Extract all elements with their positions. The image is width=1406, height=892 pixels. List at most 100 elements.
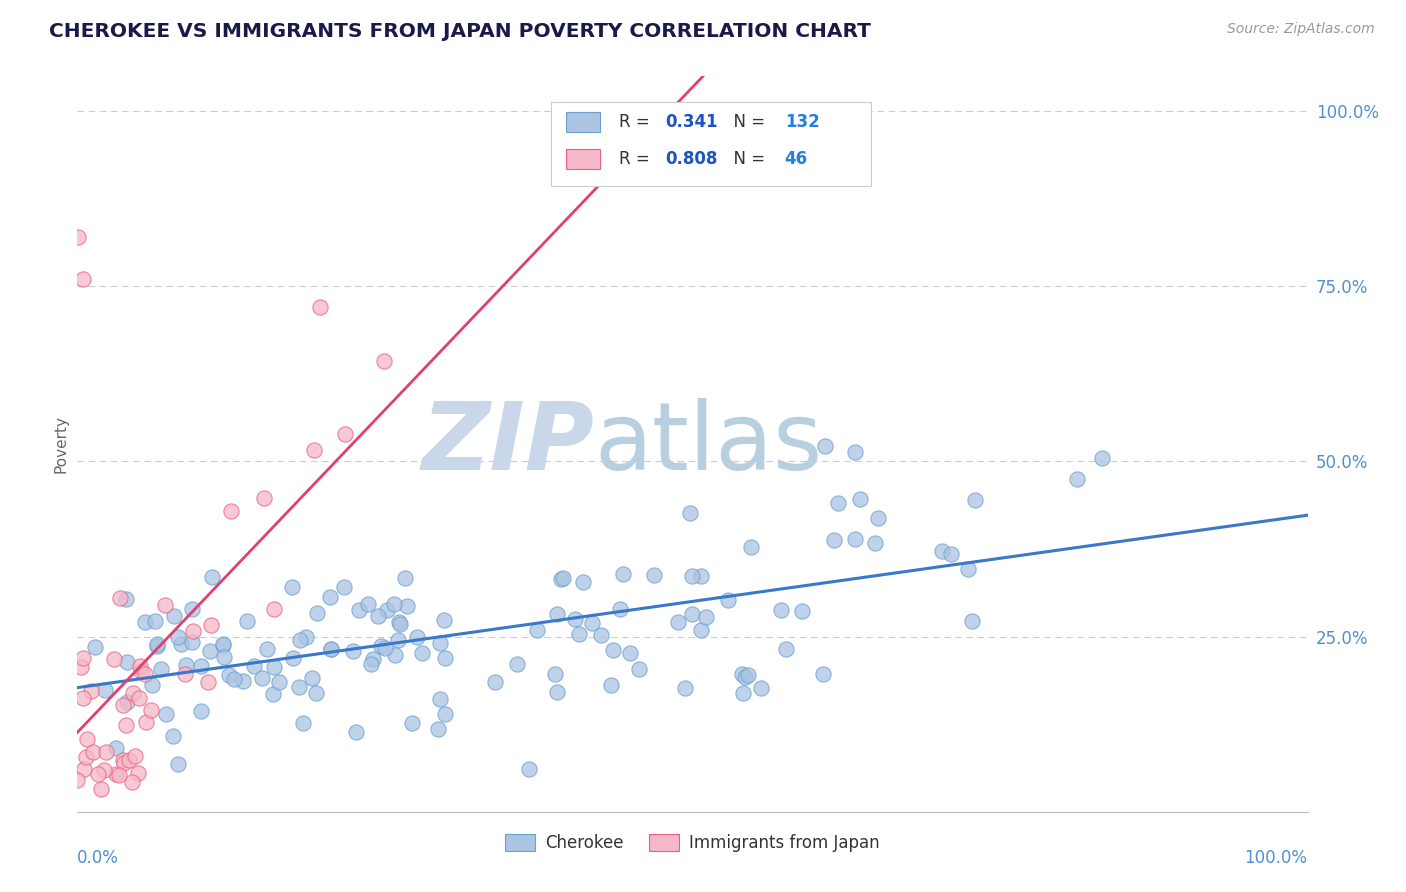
Point [357,597,380,611]
Point [115,591,138,606]
Point [689,569,711,583]
Point [770,603,793,617]
Point [134,667,156,681]
Point [124,748,146,763]
Text: R =: R = [619,113,655,131]
Point [93,763,115,777]
Text: 0.808: 0.808 [665,150,718,168]
Point [212,639,235,653]
Point [127,766,149,780]
Point [963,492,986,507]
Point [344,725,367,739]
Point [731,686,754,700]
Point [627,662,650,676]
Point [281,650,304,665]
Point [167,757,190,772]
Point [75,749,97,764]
Point [619,646,641,660]
Point [94,745,117,759]
Point [87,767,110,781]
Point [288,632,311,647]
FancyBboxPatch shape [565,112,600,133]
Point [153,599,176,613]
Text: CHEROKEE VS IMMIGRANTS FROM JAPAN POVERTY CORRELATION CHART: CHEROKEE VS IMMIGRANTS FROM JAPAN POVERT… [49,22,872,41]
Point [361,651,384,665]
Text: N =: N = [723,150,770,168]
Point [190,659,212,673]
Point [118,753,141,767]
Point [72,651,94,665]
Point [66,772,89,787]
Point [170,637,193,651]
Point [609,602,631,616]
Point [145,637,167,651]
Point [155,706,177,721]
Point [139,703,162,717]
Point [388,615,411,630]
Point [219,504,242,518]
Point [956,561,979,575]
Point [67,230,90,244]
Point [849,491,872,506]
Point [122,686,145,700]
Text: Source: ZipAtlas.com: Source: ZipAtlas.com [1227,22,1375,37]
Point [69,660,91,674]
Point [72,272,94,286]
Point [263,660,285,674]
Point [287,681,309,695]
Text: 132: 132 [785,113,820,131]
Point [602,643,624,657]
Point [823,533,845,547]
Point [731,666,754,681]
Text: 100.0%: 100.0% [1244,848,1308,866]
Point [599,678,621,692]
Point [370,639,392,653]
Point [734,670,756,684]
Point [581,616,603,631]
Point [373,354,395,368]
Point [128,691,150,706]
Point [146,639,169,653]
Point [173,667,195,681]
Point [79,683,101,698]
Point [76,731,98,746]
Point [112,756,135,770]
Text: 0.341: 0.341 [665,113,718,131]
Point [844,533,866,547]
Point [110,591,132,605]
Point [131,664,153,678]
Point [232,674,254,689]
Point [305,606,328,620]
Point [1091,450,1114,465]
Point [180,635,202,649]
Point [308,300,330,314]
Point [526,624,548,638]
Point [198,644,221,658]
Legend: Cherokee, Immigrants from Japan: Cherokee, Immigrants from Japan [499,827,886,859]
Point [115,717,138,731]
Point [347,603,370,617]
Point [679,506,702,520]
Text: 0.0%: 0.0% [77,848,120,866]
Point [775,642,797,657]
Point [115,696,138,710]
Point [546,685,568,699]
Point [550,572,572,586]
Point [717,593,740,607]
Point [429,692,451,706]
Point [72,690,94,705]
Point [250,672,273,686]
Point [222,672,245,686]
Point [433,614,456,628]
Point [94,683,117,698]
Point [267,674,290,689]
Point [82,745,104,759]
Y-axis label: Poverty: Poverty [53,415,69,473]
Point [868,510,890,524]
Point [411,646,433,660]
Point [544,667,567,681]
Point [200,618,222,632]
Point [103,651,125,665]
Point [519,762,541,776]
Point [342,644,364,658]
